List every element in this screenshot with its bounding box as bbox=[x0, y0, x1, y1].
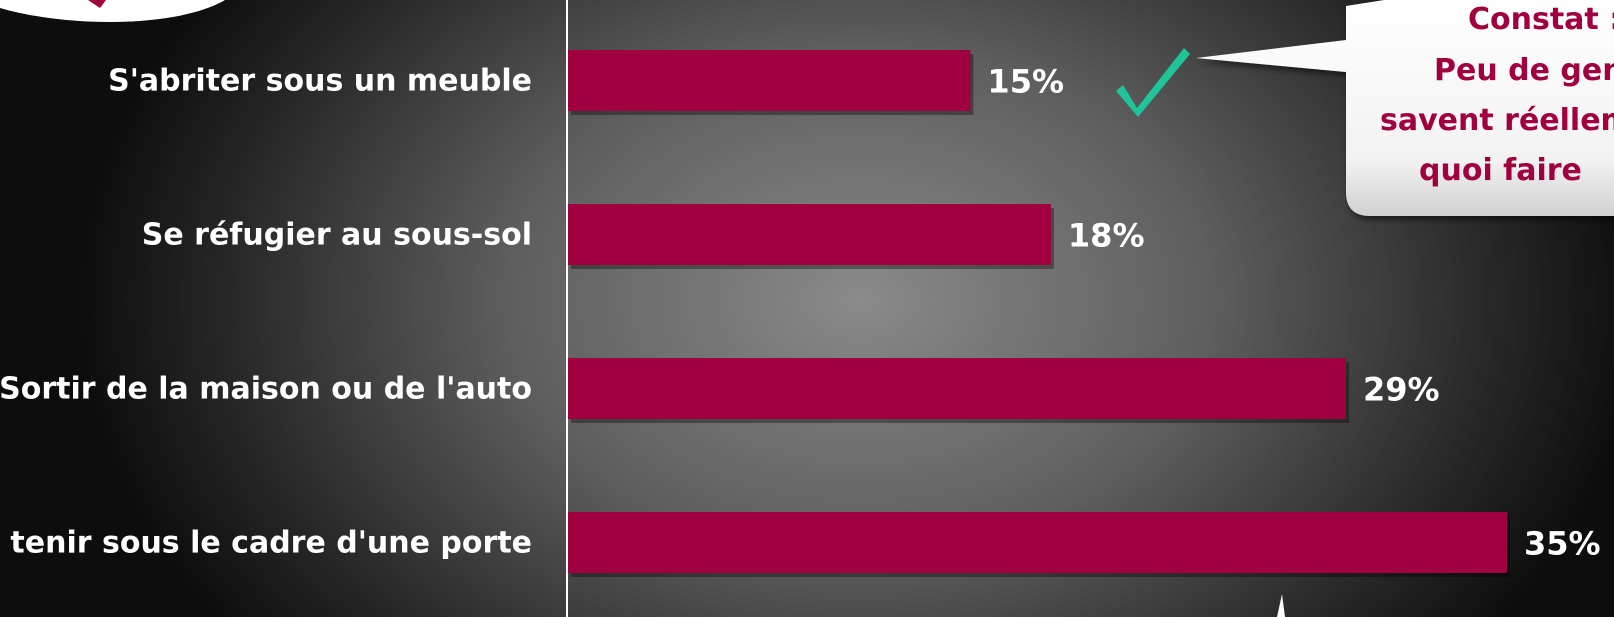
value-label-2: 29% bbox=[1363, 371, 1440, 409]
category-label-1: Se réfugier au sous-sol bbox=[142, 218, 532, 253]
callout-line-1: Constat : bbox=[1468, 2, 1614, 37]
labels-group: S'abriter sous un meuble 15% Se réfugier a… bbox=[0, 63, 1601, 563]
bar-0 bbox=[568, 50, 971, 111]
value-label-0: 15% bbox=[987, 63, 1064, 101]
value-label-1: 18% bbox=[1068, 217, 1145, 255]
callout-line-4: quoi faire bbox=[1419, 153, 1582, 188]
corner-bubble-accent bbox=[88, 0, 106, 8]
bar-1 bbox=[568, 204, 1051, 265]
category-label-2: Sortir de la maison ou de l'auto bbox=[0, 372, 532, 407]
callout-line-3: savent réellem bbox=[1380, 103, 1614, 138]
bars-group bbox=[568, 50, 1510, 577]
category-label-3: Se tenir sous le cadre d'une porte bbox=[0, 526, 532, 561]
callout-line-2: Peu de gen bbox=[1434, 53, 1614, 88]
callout-bubble: Constat : Peu de gen savent réellem quoi… bbox=[1196, 0, 1614, 216]
corner-bubble bbox=[0, 0, 225, 22]
value-label-3: 35% bbox=[1524, 525, 1601, 563]
category-label-0: S'abriter sous un meuble bbox=[108, 64, 532, 99]
bar-3 bbox=[568, 512, 1507, 573]
check-icon bbox=[1116, 48, 1190, 117]
bar-2 bbox=[568, 358, 1347, 419]
bottom-pointer bbox=[1277, 594, 1285, 617]
